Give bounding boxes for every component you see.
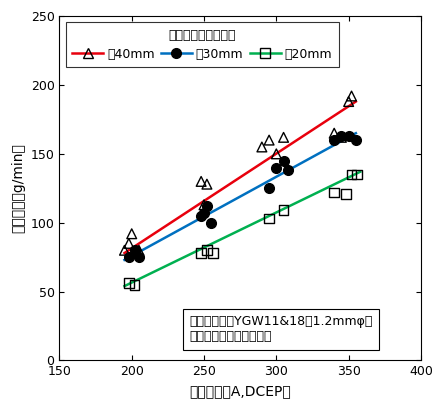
Text: 供試ワイヤ：YGW11&18（1.2mmφ）
シールドガス：炭酸ガス: 供試ワイヤ：YGW11&18（1.2mmφ） シールドガス：炭酸ガス (190, 315, 373, 343)
Point (209, 250, 216, 256)
Point (338, 133, 345, 139)
Point (208, 220, 215, 226)
Point (198, 250, 205, 256)
Point (258, 144, 266, 150)
Point (131, 247, 138, 254)
Point (128, 231, 135, 237)
Point (348, 93, 355, 99)
X-axis label: 溶接電流（A,DCEP）: 溶接電流（A,DCEP） (189, 384, 291, 398)
Point (353, 137, 360, 143)
Point (135, 247, 143, 254)
Point (201, 210, 208, 216)
Point (273, 164, 280, 171)
Point (331, 189, 338, 196)
Point (201, 202, 208, 208)
Point (284, 167, 291, 174)
Point (266, 215, 273, 222)
Point (198, 178, 205, 185)
Point (354, 171, 361, 178)
Point (345, 133, 352, 139)
Point (342, 191, 349, 197)
Point (203, 247, 210, 254)
Point (125, 240, 132, 247)
Point (125, 280, 132, 287)
Point (125, 254, 132, 261)
Point (121, 247, 128, 254)
Point (348, 171, 355, 178)
Point (331, 137, 338, 143)
Point (131, 281, 138, 288)
Legend: ：40mm, ：30mm, ：20mm: ：40mm, ：30mm, ：20mm (66, 22, 338, 67)
Point (345, 98, 352, 105)
Point (273, 151, 280, 157)
Point (203, 181, 210, 187)
Point (280, 207, 287, 213)
Y-axis label: 溶着速度（g/min）: 溶着速度（g/min） (11, 143, 25, 233)
Point (280, 157, 287, 164)
Point (135, 254, 143, 261)
Point (203, 203, 210, 209)
Point (198, 213, 205, 219)
Point (338, 134, 345, 141)
Point (266, 137, 273, 143)
Point (331, 130, 338, 137)
Point (266, 185, 273, 191)
Point (280, 134, 287, 141)
